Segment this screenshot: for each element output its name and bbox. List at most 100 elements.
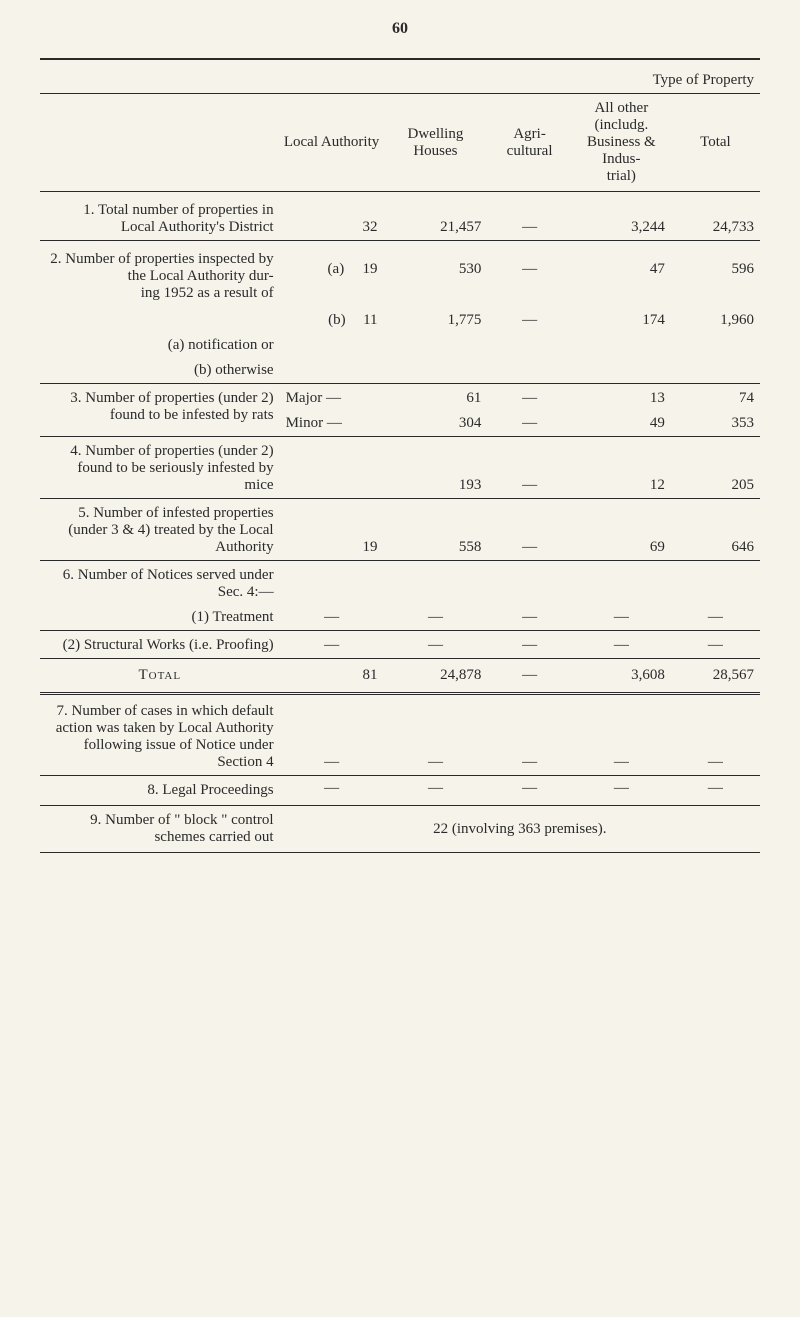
row-label: 7. Number of cases in which default acti…	[40, 694, 280, 776]
table-row: 2. Number of properties inspected by the…	[40, 241, 760, 283]
cell: 530	[384, 241, 488, 283]
cell: —	[280, 605, 384, 631]
cell: —	[671, 776, 760, 806]
row-sublabel: (2) Structural Works (i.e. Proofing)	[40, 631, 280, 659]
cell: 3,244	[572, 192, 671, 241]
row-label: 6. Number of Notices served under Sec. 4…	[40, 561, 280, 606]
table-row: 5. Number of infested properties (under …	[40, 499, 760, 561]
row-label: 5. Number of infested properties (under …	[40, 499, 280, 561]
cell: 81	[280, 659, 384, 694]
cell: —	[487, 776, 572, 806]
cell: 69	[572, 499, 671, 561]
table-row: 1. Total number of properties in Local A…	[40, 192, 760, 241]
cell: 205	[671, 437, 760, 499]
col-header-authority: Local Authority	[280, 94, 384, 192]
cell: 61	[384, 384, 488, 412]
row-note: 22 (involving 363 premises).	[280, 806, 760, 853]
cell: —	[487, 437, 572, 499]
cell: 646	[671, 499, 760, 561]
cell: —	[572, 776, 671, 806]
table-row: (a) notification or	[40, 333, 760, 358]
prefix: Major —	[280, 384, 384, 412]
prefix: (a)	[328, 261, 363, 278]
cell: —	[671, 631, 760, 659]
property-table: Type of Property Local Authority Dwellin…	[40, 68, 760, 853]
cell: —	[487, 499, 572, 561]
cell: 19	[280, 499, 384, 561]
table-row: 7. Number of cases in which default acti…	[40, 694, 760, 776]
document-page: 60 Type of Property Local Authority Dwel…	[0, 0, 800, 883]
cell: 32	[280, 192, 384, 241]
row-label: 8. Legal Proceedings	[40, 776, 280, 806]
cell: —	[487, 631, 572, 659]
prefix: (b)	[328, 312, 363, 329]
total-label: Total	[138, 667, 181, 683]
cell	[280, 437, 384, 499]
table-row: 3. Number of properties (under 2) found …	[40, 384, 760, 412]
top-rule	[40, 58, 760, 60]
cell: 24,878	[384, 659, 488, 694]
cell: 47	[572, 241, 671, 283]
cell: 11	[363, 312, 377, 328]
cell: —	[487, 282, 572, 333]
row-sublabel: (1) Treatment	[40, 605, 280, 631]
cell: —	[487, 694, 572, 776]
cell: —	[671, 694, 760, 776]
cell: 596	[671, 241, 760, 283]
cell: —	[384, 605, 488, 631]
cell: —	[384, 631, 488, 659]
cell: 558	[384, 499, 488, 561]
page-number: 60	[40, 20, 760, 38]
col-header-other: All other (includg. Business & Indus- tr…	[572, 94, 671, 192]
cell: —	[572, 694, 671, 776]
col-header-agricultural: Agri- cultural	[487, 94, 572, 192]
cell: —	[384, 776, 488, 806]
cell: 49	[572, 411, 671, 437]
row-label: (b) otherwise	[40, 358, 280, 384]
cell: —	[572, 631, 671, 659]
row-label: 1. Total number of properties in Local A…	[40, 192, 280, 241]
cell: 353	[671, 411, 760, 437]
col-header-dwelling: Dwelling Houses	[384, 94, 488, 192]
cell: —	[487, 659, 572, 694]
cell: —	[487, 192, 572, 241]
row-label: 3. Number of properties (under 2) found …	[40, 384, 280, 437]
row-label: 9. Number of " block " control schemes c…	[40, 806, 280, 853]
table-row: 4. Number of properties (under 2) found …	[40, 437, 760, 499]
cell: —	[487, 384, 572, 412]
table-row: 6. Number of Notices served under Sec. 4…	[40, 561, 760, 606]
cell: 193	[384, 437, 488, 499]
cell: —	[280, 776, 384, 806]
row-label: 4. Number of properties (under 2) found …	[40, 437, 280, 499]
cell: 3,608	[572, 659, 671, 694]
col-header-total: Total	[671, 94, 760, 192]
cell: 13	[572, 384, 671, 412]
table-row: (b) otherwise	[40, 358, 760, 384]
row-label: 2. Number of properties inspected by the…	[40, 241, 280, 334]
cell: —	[280, 631, 384, 659]
cell: 28,567	[671, 659, 760, 694]
cell: —	[487, 241, 572, 283]
cell: 74	[671, 384, 760, 412]
cell: 24,733	[671, 192, 760, 241]
table-row: 8. Legal Proceedings — — — — —	[40, 776, 760, 806]
table-row: 9. Number of " block " control schemes c…	[40, 806, 760, 853]
cell: 304	[384, 411, 488, 437]
table-row: (2) Structural Works (i.e. Proofing) — —…	[40, 631, 760, 659]
table-super-header: Type of Property	[280, 68, 760, 94]
cell: —	[280, 694, 384, 776]
prefix: Minor —	[280, 411, 384, 437]
cell: 1,775	[384, 282, 488, 333]
cell: —	[487, 605, 572, 631]
table-total-row: Total 81 24,878 — 3,608 28,567	[40, 659, 760, 694]
cell: 174	[572, 282, 671, 333]
table-row: (1) Treatment — — — — —	[40, 605, 760, 631]
cell: 1,960	[671, 282, 760, 333]
cell: —	[487, 411, 572, 437]
cell: 12	[572, 437, 671, 499]
cell: —	[671, 605, 760, 631]
cell: 21,457	[384, 192, 488, 241]
cell: 19	[363, 261, 378, 277]
cell: —	[572, 605, 671, 631]
cell: —	[384, 694, 488, 776]
